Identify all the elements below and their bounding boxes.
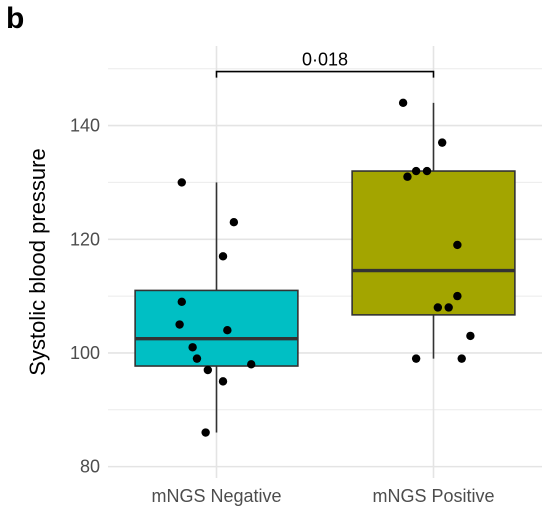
y-tick-label: 120 <box>70 229 100 249</box>
data-point <box>453 291 462 301</box>
x-tick-label: mNGS Negative <box>151 486 281 506</box>
data-point <box>203 365 213 375</box>
data-point <box>218 252 228 261</box>
y-axis-title: Systolic blood pressure <box>25 148 50 375</box>
boxes <box>134 102 516 433</box>
p-value-label: 0·018 <box>302 50 348 70</box>
data-point <box>453 240 462 250</box>
data-point <box>247 360 256 369</box>
data-point <box>457 354 466 363</box>
data-point <box>218 377 228 386</box>
data-point <box>229 218 239 227</box>
data-point <box>444 303 453 312</box>
data-point <box>403 172 412 181</box>
data-point <box>398 98 408 108</box>
y-tick-label: 140 <box>70 116 100 136</box>
data-point <box>177 178 186 187</box>
box <box>351 170 516 316</box>
data-point <box>175 320 184 329</box>
y-tick-label: 80 <box>80 457 100 477</box>
data-point <box>466 331 475 341</box>
data-point <box>223 326 232 335</box>
significance-annotation: 0·018 <box>215 50 435 78</box>
significance-bracket <box>215 70 435 78</box>
data-point <box>437 138 447 147</box>
data-point <box>177 297 186 306</box>
box <box>134 289 299 367</box>
x-tick-label: mNGS Positive <box>372 486 494 506</box>
data-points <box>175 98 475 437</box>
data-point <box>433 303 443 312</box>
data-point <box>192 354 202 363</box>
data-point <box>422 166 432 176</box>
y-tick-label: 100 <box>70 343 100 363</box>
data-point <box>411 166 421 176</box>
data-point <box>188 343 197 352</box>
data-point <box>201 428 210 437</box>
axes: 80 100 120 140 mNGS Negative mNGS Positive Sys… <box>25 116 495 506</box>
data-point <box>411 354 421 363</box>
panel-label: b <box>6 2 25 35</box>
